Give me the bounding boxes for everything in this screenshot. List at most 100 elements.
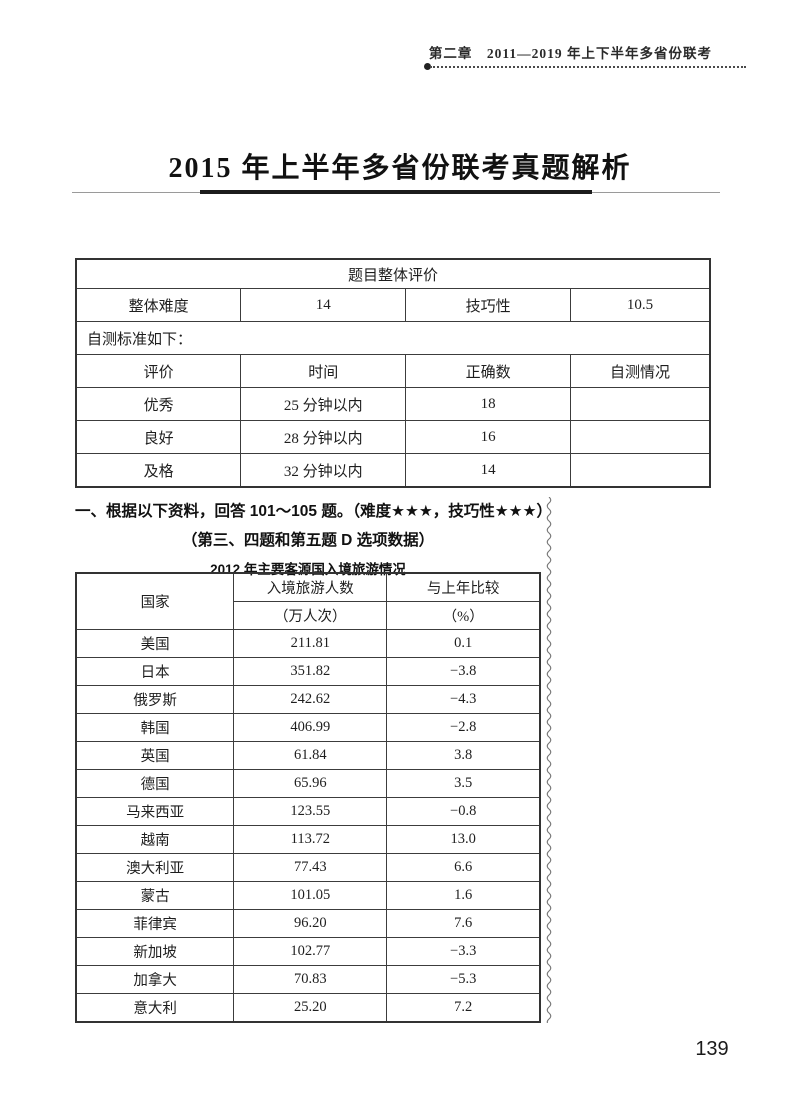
table-row: 题目整体评价 — [75, 258, 711, 289]
rating-cell: 及格 — [75, 453, 242, 488]
time-cell: 32 分钟以内 — [240, 453, 407, 488]
change-cell: 7.2 — [386, 993, 541, 1023]
visitors-cell: 102.77 — [233, 937, 388, 966]
country-cell: 意大利 — [75, 993, 235, 1023]
country-cell: 美国 — [75, 629, 235, 658]
table-row: 良好 28 分钟以内 16 — [75, 420, 711, 454]
eval-table-title: 题目整体评价 — [75, 258, 711, 289]
table-row: 俄罗斯 242.62 −4.3 — [75, 685, 541, 714]
table-row: 马来西亚 123.55 −0.8 — [75, 797, 541, 826]
change-cell: 7.6 — [386, 909, 541, 938]
self-test-cell — [569, 420, 711, 454]
table-row: 美国 211.81 0.1 — [75, 629, 541, 658]
table-header-row: 评价 时间 正确数 自测情况 — [75, 354, 711, 388]
table-row: 韩国 406.99 −2.8 — [75, 713, 541, 742]
change-cell: 0.1 — [386, 629, 541, 658]
visitors-unit-header: （万人次） — [233, 601, 388, 630]
evaluation-table: 题目整体评价 整体难度 14 技巧性 10.5 自测标准如下： 评价 时间 正确… — [75, 258, 711, 488]
change-cell: −3.8 — [386, 657, 541, 686]
country-cell: 新加坡 — [75, 937, 235, 966]
table-row: 优秀 25 分钟以内 18 — [75, 387, 711, 421]
visitors-column-header: 入境旅游人数 — [233, 572, 388, 602]
change-cell: −5.3 — [386, 965, 541, 994]
visitors-cell: 65.96 — [233, 769, 388, 798]
change-cell: 13.0 — [386, 825, 541, 854]
self-test-cell — [569, 387, 711, 421]
visitors-cell: 406.99 — [233, 713, 388, 742]
skill-label: 技巧性 — [405, 288, 571, 322]
header-bullet-dot-icon — [424, 63, 431, 70]
change-cell: −4.3 — [386, 685, 541, 714]
visitors-cell: 25.20 — [233, 993, 388, 1023]
column-header: 评价 — [75, 354, 242, 388]
country-cell: 德国 — [75, 769, 235, 798]
table-row: 菲律宾 96.20 7.6 — [75, 909, 541, 938]
page-title: 2015 年上半年多省份联考真题解析 — [168, 153, 632, 184]
title-rule-thick — [200, 190, 592, 194]
change-cell: 1.6 — [386, 881, 541, 910]
rating-cell: 良好 — [75, 420, 242, 454]
self-test-note: 自测标准如下： — [75, 321, 711, 355]
tourism-table: 国家 入境旅游人数 与上年比较 （万人次） （%） 美国 211.81 0.1 日本 3… — [75, 572, 541, 1023]
table-row: 自测标准如下： — [75, 321, 711, 355]
visitors-cell: 77.43 — [233, 853, 388, 882]
visitors-cell: 351.82 — [233, 657, 388, 686]
visitors-cell: 242.62 — [233, 685, 388, 714]
table-row: 英国 61.84 3.8 — [75, 741, 541, 770]
country-cell: 菲律宾 — [75, 909, 235, 938]
visitors-cell: 70.83 — [233, 965, 388, 994]
visitors-cell: 123.55 — [233, 797, 388, 826]
country-cell: 越南 — [75, 825, 235, 854]
table-row: 新加坡 102.77 −3.3 — [75, 937, 541, 966]
table-row: 日本 351.82 −3.8 — [75, 657, 541, 686]
change-unit-header: （%） — [386, 601, 541, 630]
self-test-cell — [569, 453, 711, 488]
column-header: 时间 — [240, 354, 407, 388]
table-row: 整体难度 14 技巧性 10.5 — [75, 288, 711, 322]
table-row: 越南 113.72 13.0 — [75, 825, 541, 854]
change-cell: −2.8 — [386, 713, 541, 742]
change-cell: −0.8 — [386, 797, 541, 826]
visitors-cell: 61.84 — [233, 741, 388, 770]
table-row: 德国 65.96 3.5 — [75, 769, 541, 798]
table-header-row: （万人次） （%） — [76, 601, 541, 630]
change-cell: 3.8 — [386, 741, 541, 770]
change-cell: −3.3 — [386, 937, 541, 966]
country-cell: 英国 — [75, 741, 235, 770]
page-number: 139 — [695, 1038, 729, 1060]
visitors-cell: 96.20 — [233, 909, 388, 938]
header-dotted-rule — [430, 66, 746, 68]
question-intro: 一、根据以下资料，回答 101～105 题。（难度★★★，技巧性★★★） — [75, 503, 552, 520]
difficulty-label: 整体难度 — [75, 288, 242, 322]
table-row: 加拿大 70.83 −5.3 — [75, 965, 541, 994]
country-cell: 韩国 — [75, 713, 235, 742]
table-row: 蒙古 101.05 1.6 — [75, 881, 541, 910]
column-header: 正确数 — [405, 354, 571, 388]
country-cell: 蒙古 — [75, 881, 235, 910]
table-header-row: 国家 入境旅游人数 与上年比较 — [75, 572, 541, 630]
table-row: 意大利 25.20 7.2 — [75, 993, 541, 1023]
correct-cell: 16 — [405, 420, 571, 454]
visitors-cell: 101.05 — [233, 881, 388, 910]
correct-cell: 14 — [405, 453, 571, 488]
time-cell: 28 分钟以内 — [240, 420, 407, 454]
column-header: 自测情况 — [569, 354, 711, 388]
change-cell: 3.5 — [386, 769, 541, 798]
table-row: 及格 32 分钟以内 14 — [75, 453, 711, 488]
table-row: 澳大利亚 77.43 6.6 — [75, 853, 541, 882]
wavy-brace-line — [544, 497, 554, 1023]
question-note: （第三、四题和第五题 D 选项数据） — [181, 532, 435, 549]
change-cell: 6.6 — [386, 853, 541, 882]
country-cell: 马来西亚 — [75, 797, 235, 826]
correct-cell: 18 — [405, 387, 571, 421]
country-cell: 日本 — [75, 657, 235, 686]
skill-value: 10.5 — [569, 288, 711, 322]
visitors-cell: 113.72 — [233, 825, 388, 854]
country-column-header: 国家 — [75, 572, 235, 630]
country-cell: 澳大利亚 — [75, 853, 235, 882]
change-column-header: 与上年比较 — [386, 572, 541, 602]
country-cell: 俄罗斯 — [75, 685, 235, 714]
country-cell: 加拿大 — [75, 965, 235, 994]
difficulty-value: 14 — [240, 288, 407, 322]
